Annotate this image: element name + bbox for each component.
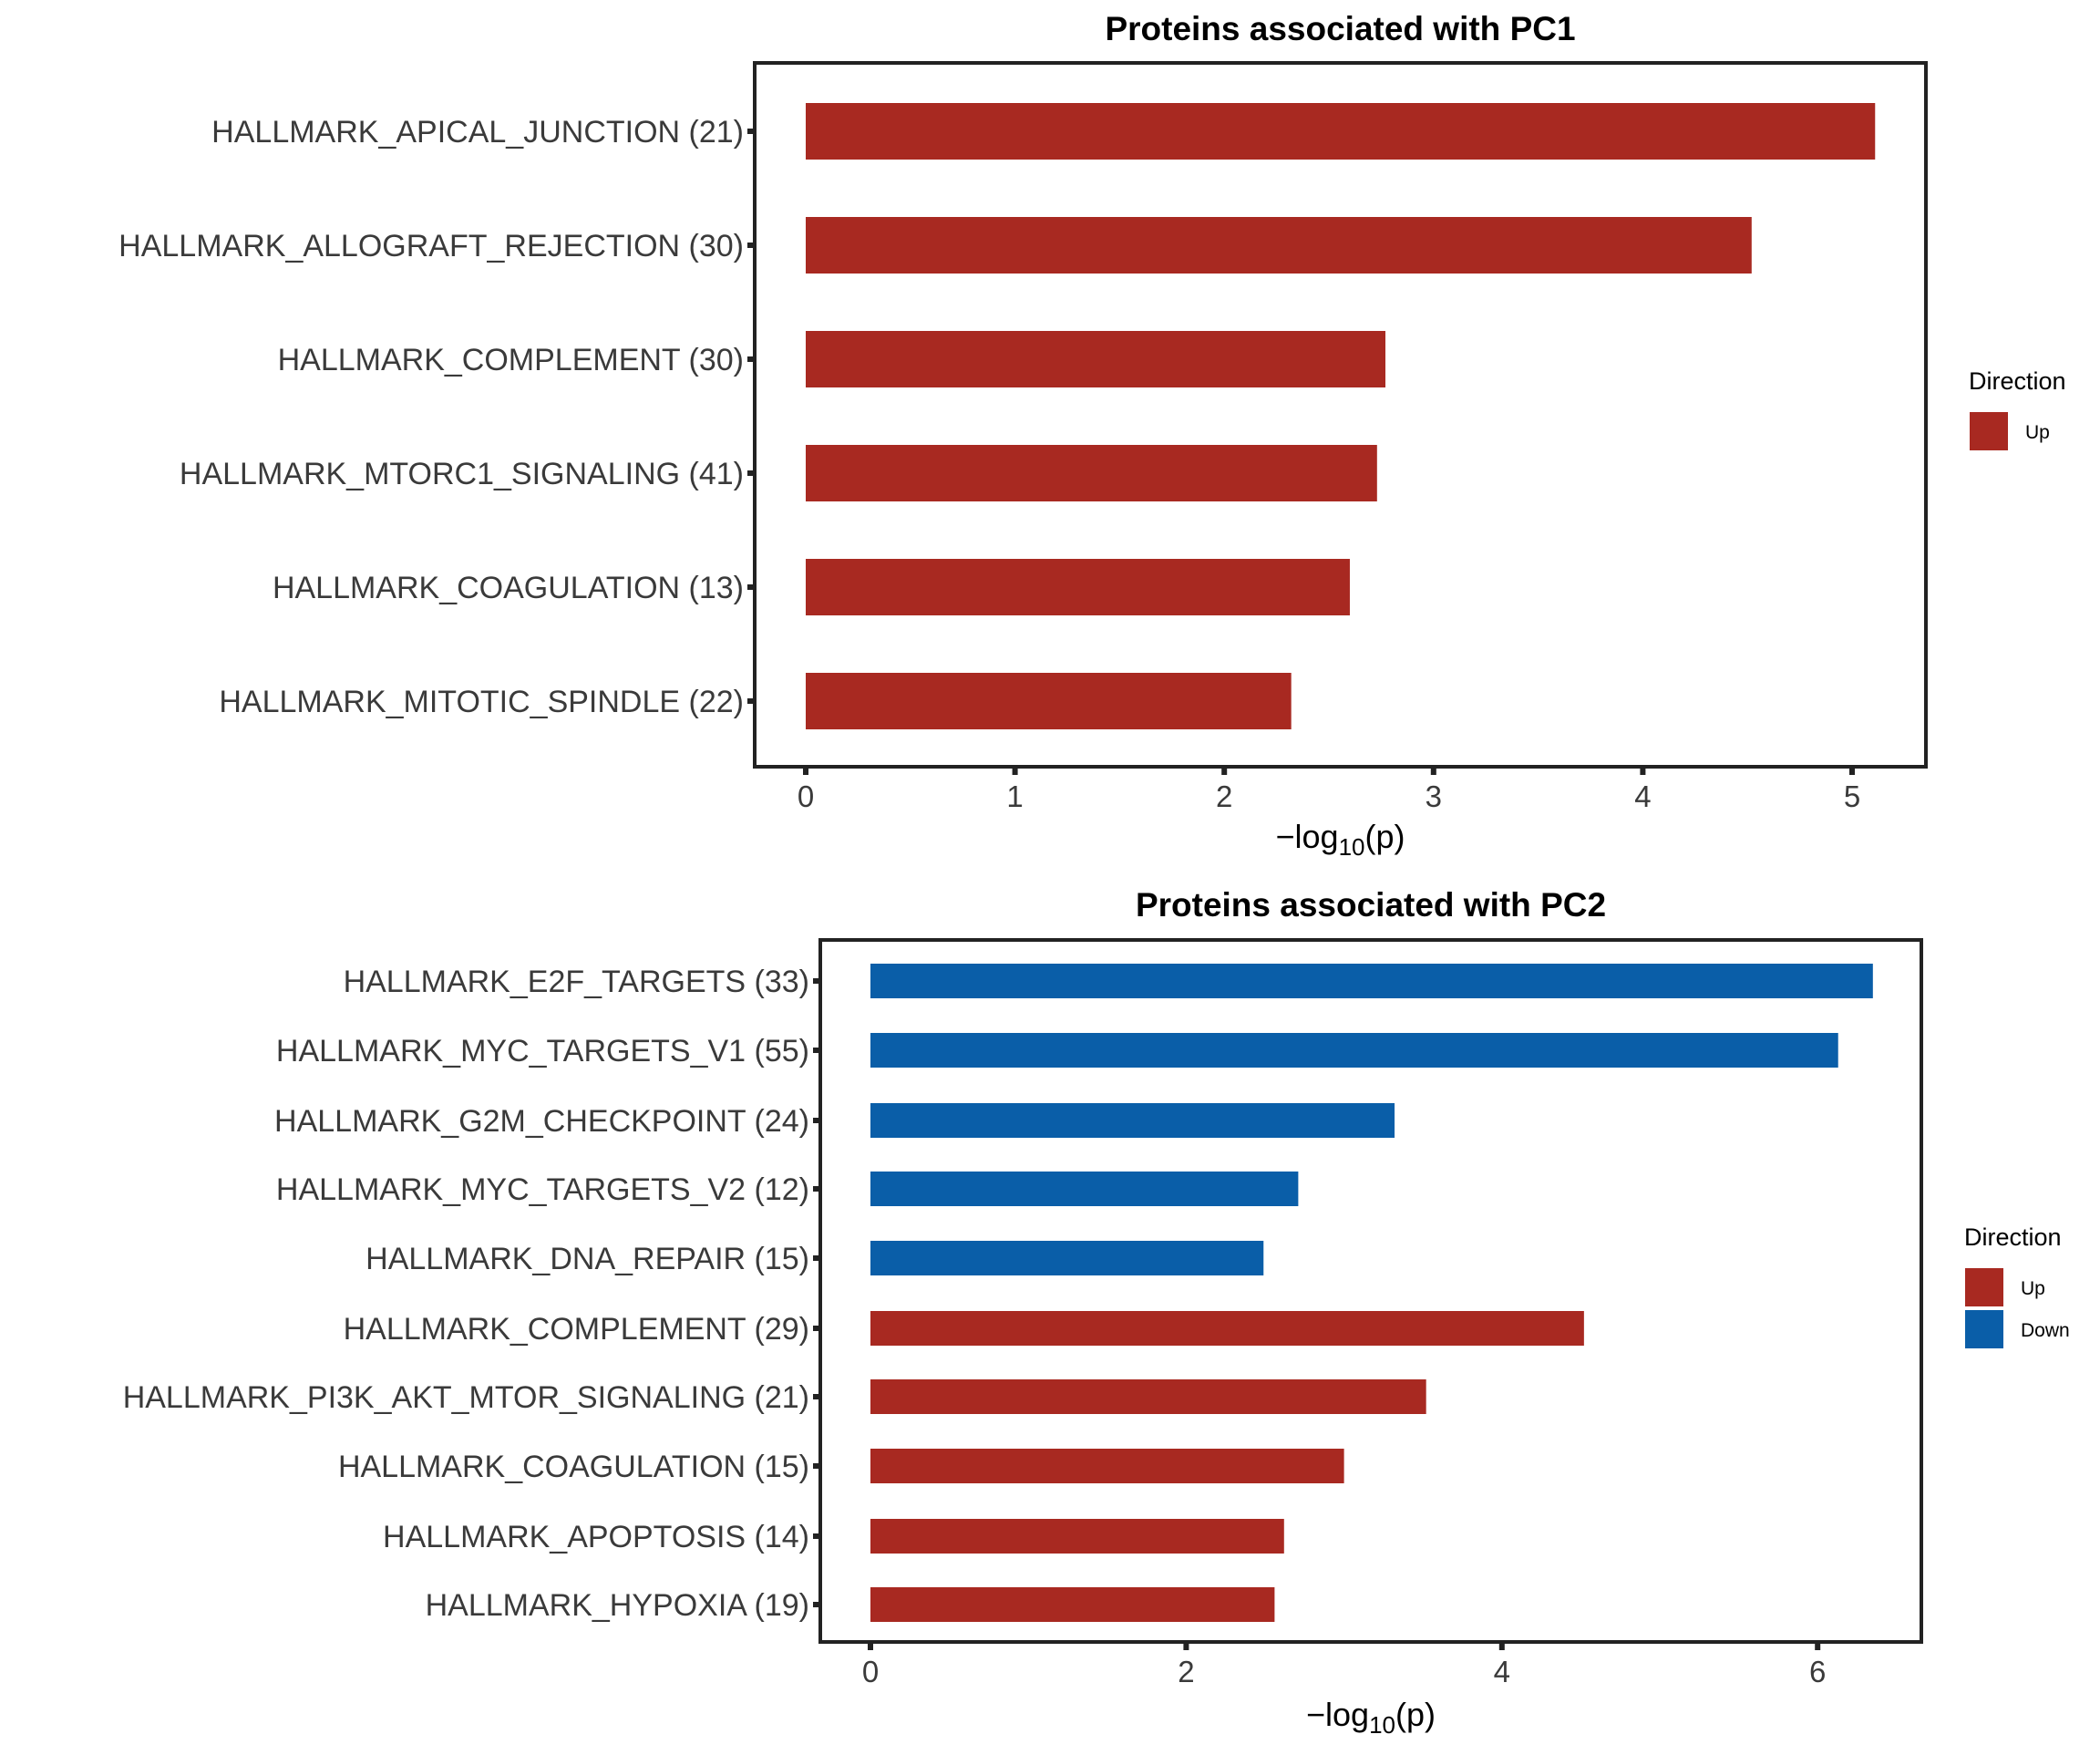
y-tick-label: HALLMARK_G2M_CHECKPOINT (24) xyxy=(274,1104,809,1139)
plot-border xyxy=(753,61,1928,769)
legend-label: Up xyxy=(2025,422,2050,443)
x-tick xyxy=(868,1642,873,1650)
x-tick-label: 4 xyxy=(1634,779,1651,813)
y-tick xyxy=(747,356,755,362)
bar xyxy=(806,103,1876,160)
y-tick xyxy=(813,1394,820,1399)
bar xyxy=(870,1379,1426,1414)
x-tick-label: 0 xyxy=(862,1655,879,1688)
x-tick-label: 1 xyxy=(1006,779,1023,813)
y-tick xyxy=(813,1255,820,1261)
x-tick-label: 5 xyxy=(1844,779,1860,813)
y-tick-label: HALLMARK_MTORC1_SIGNALING (41) xyxy=(180,457,744,491)
x-tick-label: 2 xyxy=(1216,779,1232,813)
legend-title: Direction xyxy=(1969,367,2066,395)
y-tick-label: HALLMARK_COAGULATION (15) xyxy=(338,1450,809,1484)
plot-border xyxy=(818,938,1923,1644)
legend-label: Down xyxy=(2021,1320,2070,1341)
bar xyxy=(806,559,1350,615)
x-tick-label: 2 xyxy=(1178,1655,1194,1688)
y-tick xyxy=(747,470,755,476)
bar xyxy=(806,673,1292,729)
x-axis-label: −log10(p) xyxy=(1276,818,1405,861)
bar xyxy=(870,1587,1275,1622)
bar xyxy=(870,964,1873,998)
chart-panel-2: Proteins associated with PC2 HALLMARK_E2F… xyxy=(123,886,2070,1739)
y-tick-label: HALLMARK_APICAL_JUNCTION (21) xyxy=(211,115,744,150)
bar xyxy=(870,1449,1344,1483)
x-tick xyxy=(1640,767,1646,775)
y-tick xyxy=(813,1326,820,1331)
legend-title: Direction xyxy=(1964,1223,2062,1251)
x-tick xyxy=(1221,767,1228,775)
y-tick-label: HALLMARK_E2F_TARGETS (33) xyxy=(344,965,809,999)
y-tick-label: HALLMARK_COMPLEMENT (29) xyxy=(344,1312,809,1347)
chart-title: Proteins associated with PC1 xyxy=(1105,10,1575,47)
y-tick xyxy=(747,584,755,590)
x-tick xyxy=(1815,1642,1821,1650)
x-tick xyxy=(803,767,808,775)
y-tick-label: HALLMARK_HYPOXIA (19) xyxy=(426,1588,809,1623)
bar xyxy=(870,1241,1264,1275)
legend: Direction Up Down xyxy=(1964,1223,2070,1348)
y-tick xyxy=(747,698,755,704)
y-tick xyxy=(747,243,755,248)
y-tick-label: HALLMARK_APOPTOSIS (14) xyxy=(383,1520,809,1554)
x-tick xyxy=(1498,1642,1505,1650)
y-tick xyxy=(813,1048,820,1053)
x-tick xyxy=(1430,767,1436,775)
y-tick xyxy=(813,1533,820,1539)
bar xyxy=(870,1172,1299,1206)
x-tick xyxy=(1849,767,1855,775)
legend-label: Up xyxy=(2021,1278,2045,1299)
y-tick-label: HALLMARK_DNA_REPAIR (15) xyxy=(365,1242,809,1276)
y-tick xyxy=(747,129,755,134)
y-tick xyxy=(813,1463,820,1469)
x-tick xyxy=(1183,1642,1189,1650)
x-tick-label: 0 xyxy=(798,779,814,813)
x-tick xyxy=(1012,767,1018,775)
legend-swatch-up xyxy=(1970,412,2008,450)
bar xyxy=(870,1519,1284,1554)
y-tick-label: HALLMARK_COMPLEMENT (30) xyxy=(278,343,744,377)
chart-title: Proteins associated with PC2 xyxy=(1136,886,1606,924)
bar xyxy=(806,331,1385,387)
bar xyxy=(870,1033,1838,1068)
bar xyxy=(806,217,1752,274)
chart-panel-1: Proteins associated with PC1 HALLMARK_API… xyxy=(118,10,2065,861)
bar xyxy=(870,1103,1395,1138)
legend-swatch-down xyxy=(1965,1310,2003,1348)
legend-swatch-up xyxy=(1965,1268,2003,1306)
y-tick-label: HALLMARK_ALLOGRAFT_REJECTION (30) xyxy=(118,229,744,263)
y-tick-label: HALLMARK_MYC_TARGETS_V1 (55) xyxy=(276,1034,809,1068)
x-tick-label: 4 xyxy=(1494,1655,1510,1688)
y-tick-label: HALLMARK_MITOTIC_SPINDLE (22) xyxy=(219,685,744,719)
y-tick xyxy=(813,978,820,984)
legend: Direction Up xyxy=(1969,367,2066,450)
x-tick-label: 3 xyxy=(1426,779,1442,813)
x-tick-label: 6 xyxy=(1809,1655,1826,1688)
y-tick-label: HALLMARK_COAGULATION (13) xyxy=(273,571,744,605)
y-tick xyxy=(813,1602,820,1607)
y-tick xyxy=(813,1118,820,1123)
y-tick-label: HALLMARK_MYC_TARGETS_V2 (12) xyxy=(276,1172,809,1207)
bar xyxy=(806,445,1377,501)
x-axis-label: −log10(p) xyxy=(1306,1696,1436,1739)
y-tick xyxy=(813,1186,820,1192)
y-tick-label: HALLMARK_PI3K_AKT_MTOR_SIGNALING (21) xyxy=(123,1380,809,1415)
bar xyxy=(870,1311,1584,1346)
